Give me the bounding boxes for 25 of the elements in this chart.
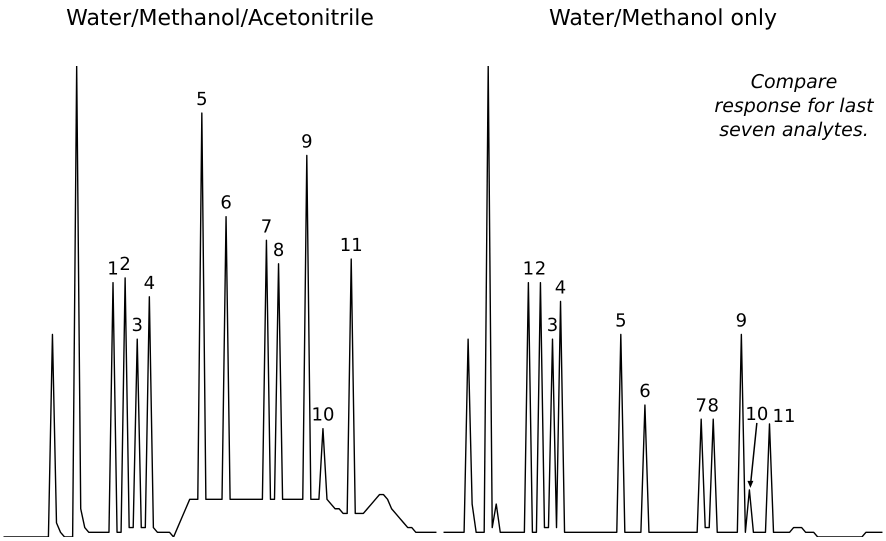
annotation: 9 [301, 131, 313, 152]
annotation: 7 [695, 395, 707, 416]
chart-title: Water/Methanol only [548, 6, 778, 31]
annotation: Compare response for last seven analytes. [713, 70, 876, 142]
annotation: 11 [340, 235, 363, 256]
annotation: 8 [708, 395, 719, 416]
annotation: 9 [736, 310, 748, 332]
annotation: 10 [312, 404, 334, 426]
annotation: 4 [554, 278, 566, 298]
annotation: 10 [745, 404, 768, 425]
annotation: 7 [260, 216, 272, 238]
annotation: 1 [107, 258, 119, 280]
annotation: 6 [220, 192, 232, 214]
annotation: 11 [772, 406, 796, 427]
chart-title: Water/Methanol/Acetonitrile [65, 6, 375, 31]
annotation: 8 [272, 240, 284, 261]
annotation: 3 [546, 315, 558, 336]
annotation: 5 [615, 310, 627, 332]
annotation: 6 [639, 381, 651, 402]
annotation: 5 [196, 89, 208, 110]
annotation: 2 [534, 258, 546, 280]
annotation: 1 [522, 258, 534, 280]
annotation: 3 [132, 315, 143, 336]
annotation: 2 [119, 254, 131, 275]
annotation: 4 [144, 272, 156, 294]
